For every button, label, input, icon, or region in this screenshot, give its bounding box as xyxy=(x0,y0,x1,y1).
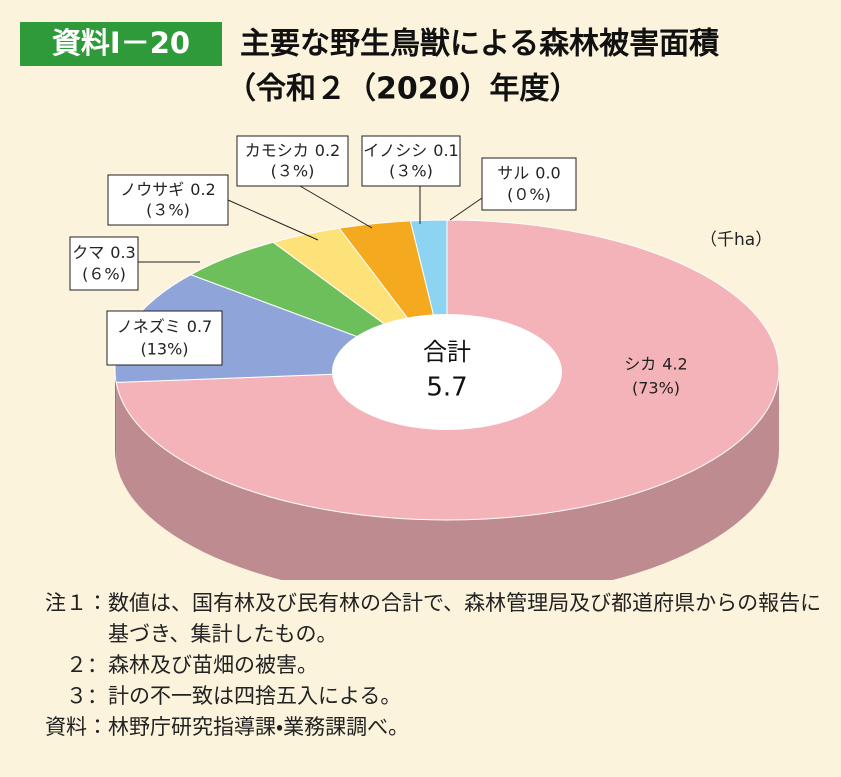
value-label: 0.7 xyxy=(187,317,212,336)
note-text: 森林及び苗畑の被害。 xyxy=(108,653,318,677)
note-label: ２： xyxy=(66,653,108,677)
value-label: 4.2 xyxy=(662,354,687,373)
value-label: 0.0 xyxy=(535,163,560,182)
label-box xyxy=(481,157,577,211)
category-name: ノウサギ xyxy=(120,180,184,199)
percent-label: (73%) xyxy=(632,378,680,397)
label-box xyxy=(236,135,349,187)
note: ２： 森林及び苗畑の被害。 xyxy=(22,650,822,681)
slice-side xyxy=(115,370,117,463)
note-text: 林野庁研究指導課・業務課調べ。 xyxy=(108,715,410,739)
note-text: 数値は、国有林及び民有林の合計で、森林管理局及び都道府県からの報告に基づき、集計… xyxy=(108,591,822,646)
label-box xyxy=(69,236,139,291)
category-name: ノネズミ xyxy=(117,317,181,336)
note-label: 資料： xyxy=(45,715,108,739)
note-label: ３： xyxy=(66,684,108,708)
leader-line xyxy=(227,199,319,241)
chart: 資料Ⅰ－20 主要な野生鳥獣による森林被害面積 （令和２（2020）年度） （千… xyxy=(20,22,780,580)
category-name: シカ xyxy=(624,354,656,373)
labels: シカ 4.2(73%)ノネズミ 0.7(13%)クマ 0.3(６%)ノウサギ 0.2(３… xyxy=(69,135,688,397)
label-box xyxy=(106,310,223,366)
value-label: 0.3 xyxy=(110,242,135,261)
percent-label: (３%) xyxy=(389,162,433,181)
category-name: イノシシ xyxy=(363,141,427,160)
center-hole xyxy=(332,314,562,430)
slice-label: カモシカ 0.2 xyxy=(245,141,340,160)
percent-label: (６%) xyxy=(82,265,126,284)
total-label: 合計 xyxy=(423,338,471,366)
slice-label: シカ 4.2 xyxy=(624,354,687,373)
unit-label: （千ha） xyxy=(700,230,772,250)
note-text: 計の不一致は四捨五入による。 xyxy=(108,684,402,708)
note: 注１： 数値は、国有林及び民有林の合計で、森林管理局及び都道府県からの報告に基づき… xyxy=(22,588,822,650)
category-name: クマ xyxy=(72,242,104,261)
category-name: カモシカ xyxy=(245,141,309,160)
leader-line xyxy=(449,197,483,221)
badge-bg xyxy=(20,22,222,66)
slice-label: ノネズミ 0.7 xyxy=(117,317,212,336)
percent-label: (13%) xyxy=(140,339,188,358)
value-label: 0.2 xyxy=(190,180,215,199)
label-box xyxy=(107,174,229,226)
percent-label: (３%) xyxy=(271,162,315,181)
percent-label: (３%) xyxy=(146,201,190,220)
slice-label: ノウサギ 0.2 xyxy=(120,180,215,199)
chart-subtitle: （令和２（2020）年度） xyxy=(226,72,580,107)
percent-label: (０%) xyxy=(507,185,551,204)
slice-label: イノシシ 0.1 xyxy=(363,141,458,160)
chart-title: 主要な野生鳥獣による森林被害面積 xyxy=(240,27,719,62)
slice-side xyxy=(116,370,779,580)
total-value: 5.7 xyxy=(426,373,467,403)
notes: 注１： 数値は、国有林及び民有林の合計で、森林管理局及び都道府県からの報告に基づき… xyxy=(22,588,822,743)
slice-label: サル 0.0 xyxy=(497,163,560,182)
leader-line xyxy=(299,185,373,229)
category-name: サル xyxy=(497,163,529,182)
value-label: 0.2 xyxy=(315,141,340,160)
note: 資料： 林野庁研究指導課・業務課調べ。 xyxy=(22,712,822,743)
badge: 資料Ⅰ－20 xyxy=(52,26,190,60)
slice-label: クマ 0.3 xyxy=(72,242,135,261)
note-label: 注１： xyxy=(45,591,108,615)
label-box xyxy=(361,135,461,187)
value-label: 0.1 xyxy=(433,141,458,160)
note: ３： 計の不一致は四捨五入による。 xyxy=(22,681,822,712)
